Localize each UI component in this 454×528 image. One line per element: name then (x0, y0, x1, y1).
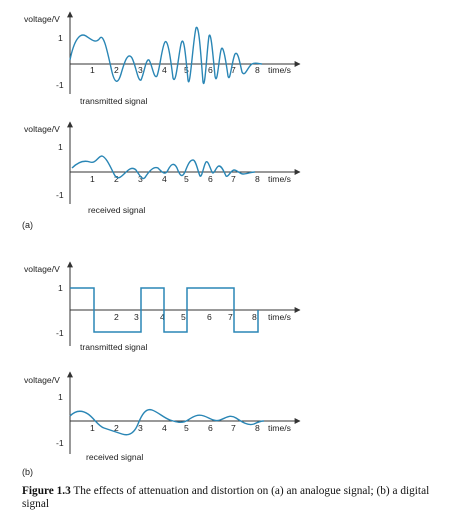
signal-label: transmitted signal (80, 342, 147, 352)
x-tick: 1 (90, 423, 95, 433)
x-tick: 8 (255, 174, 260, 184)
x-ticks: 2 3 4 5 6 7 8 (114, 312, 257, 322)
x-tick: 3 (134, 312, 139, 322)
panel-digital-transmitted: voltage/V 1 -1 2 3 4 5 6 7 8 time/s tran… (24, 261, 301, 352)
x-tick: 1 (90, 174, 95, 184)
x-tick: 3 (138, 174, 143, 184)
x-tick: 4 (162, 65, 167, 75)
x-ticks: 1 2 3 4 5 6 7 8 (90, 174, 260, 184)
signal-square-wave (70, 287, 259, 333)
panel-analogue-transmitted: voltage/V 1 -1 1 2 3 4 5 6 7 8 time/s tr… (24, 11, 301, 106)
x-tick: 2 (114, 174, 119, 184)
y-axis-label: voltage/V (24, 375, 60, 385)
figure-number: Figure 1.3 (22, 485, 71, 497)
x-tick: 6 (208, 423, 213, 433)
x-tick: 6 (208, 174, 213, 184)
x-tick: 7 (228, 312, 233, 322)
x-tick: 1 (90, 65, 95, 75)
x-tick: 2 (114, 312, 119, 322)
y-axis-label: voltage/V (24, 264, 60, 274)
y-tick-1: 1 (58, 392, 63, 402)
y-axis-label: voltage/V (24, 14, 60, 24)
y-tick-neg1: -1 (56, 80, 64, 90)
x-tick: 2 (114, 65, 119, 75)
figure-caption: Figure 1.3 The effects of attenuation an… (22, 485, 442, 511)
y-tick-1: 1 (58, 142, 63, 152)
x-tick: 7 (231, 423, 236, 433)
x-axis-label: time/s (268, 174, 291, 184)
x-tick: 8 (255, 65, 260, 75)
x-tick: 4 (162, 423, 167, 433)
x-axis-label: time/s (268, 65, 291, 75)
part-label-b: (b) (22, 467, 33, 477)
signal-label: received signal (88, 205, 145, 215)
x-tick: 4 (162, 174, 167, 184)
y-tick-1: 1 (58, 33, 63, 43)
x-tick: 7 (231, 65, 236, 75)
y-tick-neg1: -1 (56, 190, 64, 200)
figure-caption-text: The effects of attenuation and distortio… (22, 485, 430, 510)
x-tick: 3 (138, 65, 143, 75)
x-tick: 6 (207, 312, 212, 322)
signal-curve (69, 408, 265, 436)
y-tick-neg1: -1 (56, 438, 64, 448)
x-tick: 4 (160, 312, 165, 322)
x-ticks: 1 2 3 4 5 6 7 8 (90, 423, 260, 433)
signal-curve (71, 155, 256, 180)
panel-analogue-received: voltage/V 1 -1 1 2 3 4 5 6 7 8 time/s re… (24, 121, 301, 215)
y-tick-neg1: -1 (56, 328, 64, 338)
x-axis-label: time/s (268, 312, 291, 322)
x-tick: 8 (252, 312, 257, 322)
y-tick-1: 1 (58, 283, 63, 293)
x-ticks: 1 2 3 4 5 6 7 8 (90, 65, 260, 75)
x-tick: 5 (184, 174, 189, 184)
x-tick: 7 (231, 174, 236, 184)
x-tick: 2 (114, 423, 119, 433)
x-tick: 5 (184, 423, 189, 433)
x-tick: 5 (181, 312, 186, 322)
part-label-a: (a) (22, 220, 33, 230)
x-tick: 8 (255, 423, 260, 433)
signal-label: transmitted signal (80, 96, 147, 106)
signal-label: received signal (86, 452, 143, 462)
x-tick: 3 (138, 423, 143, 433)
x-tick: 6 (208, 65, 213, 75)
x-axis-label: time/s (268, 423, 291, 433)
y-axis-label: voltage/V (24, 124, 60, 134)
panel-digital-received: voltage/V 1 -1 1 2 3 4 5 6 7 8 time/s re… (24, 371, 301, 462)
signal-curve (69, 26, 263, 85)
